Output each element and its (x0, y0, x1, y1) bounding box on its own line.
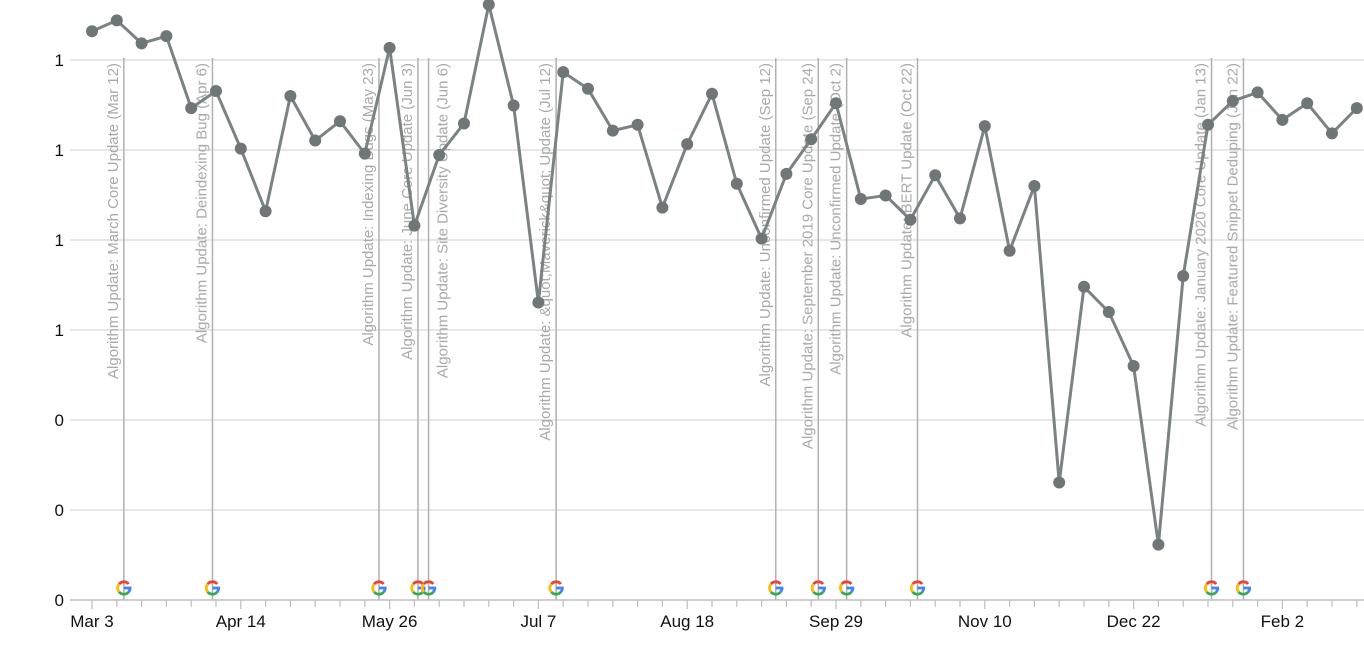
annotation-label: Algorithm Update: BERT Update (Oct 22) (898, 63, 915, 338)
data-point (210, 85, 222, 98)
annotation-label: Algorithm Update: January 2020 Core Upda… (1193, 63, 1210, 427)
data-point (1276, 113, 1289, 126)
data-point (408, 219, 421, 232)
data-point (1226, 94, 1239, 107)
annotation-label: Algorithm Update: March Core Update (Mar… (105, 63, 122, 379)
data-point (606, 124, 619, 137)
google-g-icon (768, 580, 784, 596)
data-point (334, 115, 346, 128)
data-point (1301, 97, 1314, 110)
data-point (482, 0, 495, 11)
annotation-label: Algorithm Update: Deindexing Bug (Apr 6) (193, 63, 210, 343)
y-tick-label: 1 (55, 321, 64, 340)
data-point (110, 14, 123, 27)
data-point (135, 37, 148, 50)
data-point (780, 167, 793, 180)
data-point (1350, 102, 1363, 115)
annotation-label: Algorithm Update: Indexing Bugs (May 23) (360, 63, 377, 346)
data-point (1028, 180, 1041, 192)
y-tick-label: 0 (55, 501, 64, 520)
data-point (383, 41, 396, 54)
x-tick-label: May 26 (362, 612, 418, 631)
data-point (904, 213, 917, 226)
annotations: Algorithm Update: March Core Update (Mar… (105, 58, 1252, 600)
data-point (854, 193, 867, 206)
data-point (185, 102, 198, 115)
data-point (458, 117, 470, 130)
data-point (706, 87, 718, 100)
x-tick-label: Feb 2 (1261, 612, 1304, 631)
google-g-icon (1204, 580, 1220, 596)
data-point (681, 138, 694, 151)
google-g-icon (1235, 580, 1252, 596)
data-point (1326, 127, 1338, 140)
data-point (730, 177, 743, 190)
data-point (259, 205, 272, 218)
y-tick-label: 1 (55, 141, 64, 160)
data-point (582, 82, 594, 95)
data-point (1177, 270, 1190, 282)
data-point (1202, 118, 1214, 131)
data-point (160, 30, 173, 43)
annotation-label: Algorithm Update: Unconfirmed Update (Se… (757, 63, 774, 387)
google-g-icon (116, 580, 132, 596)
x-axis: Mar 3 Apr 14 May 26 Jul 7 Aug 18 Sep 29 Nov 10… (70, 599, 1364, 631)
x-tick-label: Nov 10 (958, 612, 1012, 631)
data-point (1102, 306, 1115, 318)
data-point (755, 232, 768, 245)
data-point (656, 201, 669, 214)
data-point (1251, 86, 1264, 99)
data-point (1053, 476, 1066, 489)
y-tick-label: 0 (55, 591, 64, 610)
data-point (879, 189, 892, 202)
data-point (309, 134, 322, 147)
google-g-icon (810, 580, 826, 596)
data-point (358, 147, 371, 160)
google-g-icon (421, 580, 437, 596)
google-g-icon (204, 580, 221, 596)
x-tick-label: Jul 7 (520, 612, 556, 631)
data-point (1003, 244, 1016, 257)
data-point (1078, 280, 1090, 293)
x-tick-label: Mar 3 (70, 612, 113, 631)
data-point (86, 25, 98, 38)
data-point (557, 66, 570, 79)
google-g-icon (548, 580, 564, 596)
data-point (954, 212, 966, 225)
x-tick-label: Dec 22 (1107, 612, 1161, 631)
annotation-label: Algorithm Update: &quot;Maverick&quot; U… (537, 63, 554, 441)
data-point (1152, 538, 1165, 551)
data-point (978, 120, 991, 133)
data-point (1127, 360, 1140, 372)
google-g-icon (909, 580, 926, 596)
y-tick-label: 1 (55, 51, 64, 70)
google-g-icon (839, 580, 855, 596)
y-axis: 0 0 0 1 1 1 1 (55, 51, 64, 610)
data-point (805, 133, 818, 146)
annotation-label: Algorithm Update: Unconfirmed Update (Oc… (828, 63, 845, 375)
y-tick-label: 1 (55, 231, 64, 250)
grid-lines (70, 59, 1364, 601)
series (86, 0, 1363, 551)
x-tick-label: Sep 29 (809, 612, 863, 631)
data-point (532, 296, 545, 309)
data-point (507, 99, 520, 112)
annotation-label: Algorithm Update: Featured Snippet Dedup… (1224, 63, 1241, 430)
x-tick-label: Aug 18 (660, 612, 714, 631)
data-point (234, 142, 247, 155)
data-point (284, 90, 297, 102)
data-point (929, 169, 942, 182)
annotation-label: Algorithm Update: September 2019 Core Up… (799, 63, 816, 449)
data-point (433, 148, 446, 161)
data-point (631, 118, 644, 131)
annotation-label: Algorithm Update: Site Diversity Update … (435, 63, 452, 378)
data-point (830, 97, 842, 110)
y-tick-label: 0 (55, 411, 64, 430)
x-tick-label: Apr 14 (216, 612, 266, 631)
series-line (91, 3, 1358, 547)
google-g-icon (371, 580, 387, 596)
